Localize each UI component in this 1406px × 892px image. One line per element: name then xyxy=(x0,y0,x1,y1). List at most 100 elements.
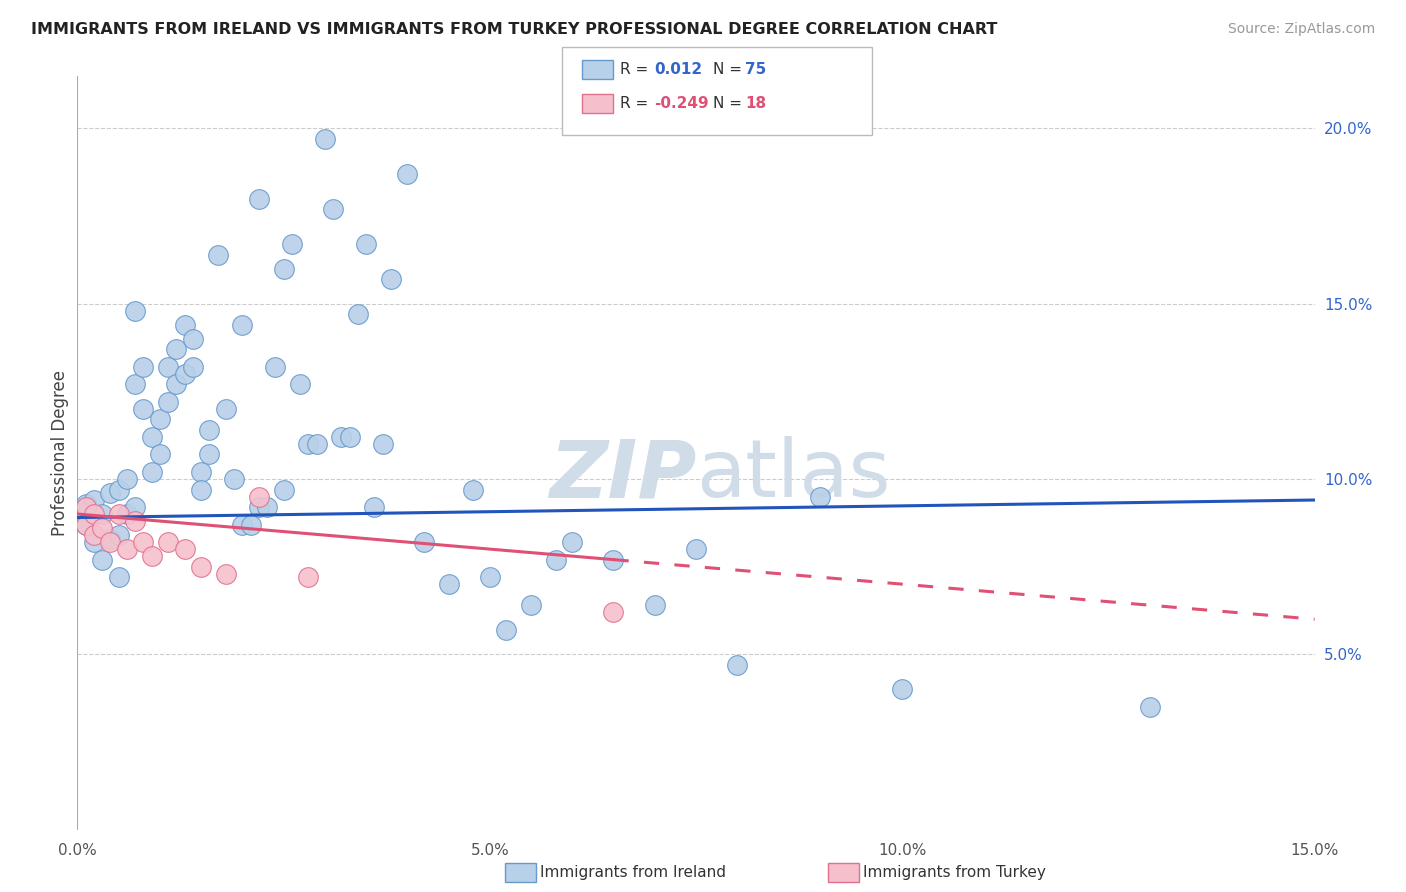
Point xyxy=(478,570,501,584)
Point xyxy=(198,423,221,437)
Point xyxy=(157,395,180,409)
Point xyxy=(297,570,319,584)
Point xyxy=(463,483,485,497)
Text: ZIP: ZIP xyxy=(548,436,696,515)
Point xyxy=(98,532,121,546)
Point xyxy=(165,343,187,357)
Point xyxy=(520,598,543,612)
Point xyxy=(83,535,105,549)
Text: 75: 75 xyxy=(745,62,766,77)
Point xyxy=(190,483,212,497)
Text: N =: N = xyxy=(713,62,747,77)
Point xyxy=(273,261,295,276)
Point xyxy=(322,202,344,216)
Point xyxy=(132,359,155,374)
Point xyxy=(215,566,238,581)
Point xyxy=(396,167,419,181)
Point xyxy=(239,517,262,532)
Point xyxy=(273,483,295,497)
Point xyxy=(215,401,238,416)
Point xyxy=(380,272,402,286)
Point xyxy=(256,500,278,514)
Point xyxy=(339,430,361,444)
Point xyxy=(371,437,394,451)
Point xyxy=(544,552,567,566)
Point xyxy=(222,472,245,486)
Point xyxy=(231,318,253,332)
Point xyxy=(231,517,253,532)
Point xyxy=(685,542,707,557)
Point xyxy=(198,447,221,461)
Point xyxy=(330,430,353,444)
Point xyxy=(141,549,163,563)
Point xyxy=(190,559,212,574)
Point xyxy=(297,437,319,451)
Point xyxy=(264,359,287,374)
Point xyxy=(173,318,195,332)
Point xyxy=(124,377,146,392)
Point xyxy=(725,657,748,672)
Point xyxy=(346,307,368,321)
Point xyxy=(1139,699,1161,714)
Point xyxy=(247,490,270,504)
Point xyxy=(363,500,385,514)
Y-axis label: Professional Degree: Professional Degree xyxy=(51,369,69,536)
Point xyxy=(91,507,114,521)
Point xyxy=(181,359,204,374)
Text: R =: R = xyxy=(620,62,654,77)
Point xyxy=(132,535,155,549)
Text: -0.249: -0.249 xyxy=(654,96,709,111)
Text: Source: ZipAtlas.com: Source: ZipAtlas.com xyxy=(1227,22,1375,37)
Point xyxy=(75,517,97,532)
Point xyxy=(83,493,105,508)
Point xyxy=(124,500,146,514)
Point xyxy=(141,465,163,479)
Text: N =: N = xyxy=(713,96,747,111)
Point xyxy=(190,465,212,479)
Point xyxy=(173,542,195,557)
Point xyxy=(107,528,129,542)
Point xyxy=(75,500,97,514)
Point xyxy=(98,486,121,500)
Point xyxy=(181,332,204,346)
Point xyxy=(314,132,336,146)
Point xyxy=(412,535,434,549)
Point xyxy=(141,430,163,444)
Point xyxy=(437,577,460,591)
Point xyxy=(83,528,105,542)
Text: Immigrants from Turkey: Immigrants from Turkey xyxy=(863,865,1046,880)
Point xyxy=(808,490,831,504)
Point xyxy=(107,483,129,497)
Point xyxy=(157,535,180,549)
Point xyxy=(132,401,155,416)
Point xyxy=(91,521,114,535)
Point xyxy=(495,623,517,637)
Text: IMMIGRANTS FROM IRELAND VS IMMIGRANTS FROM TURKEY PROFESSIONAL DEGREE CORRELATIO: IMMIGRANTS FROM IRELAND VS IMMIGRANTS FR… xyxy=(31,22,997,37)
Point xyxy=(91,552,114,566)
Point xyxy=(98,535,121,549)
Point xyxy=(207,247,229,261)
Point xyxy=(124,303,146,318)
Point xyxy=(644,598,666,612)
Text: 18: 18 xyxy=(745,96,766,111)
Point xyxy=(247,500,270,514)
Point xyxy=(561,535,583,549)
Point xyxy=(173,367,195,381)
Point xyxy=(107,507,129,521)
Point xyxy=(83,507,105,521)
Text: R =: R = xyxy=(620,96,654,111)
Text: atlas: atlas xyxy=(696,436,890,515)
Point xyxy=(602,605,624,619)
Point xyxy=(891,682,914,697)
Text: Immigrants from Ireland: Immigrants from Ireland xyxy=(540,865,725,880)
Point xyxy=(107,570,129,584)
Point xyxy=(602,552,624,566)
Point xyxy=(157,359,180,374)
Point xyxy=(288,377,311,392)
Text: 0.012: 0.012 xyxy=(654,62,702,77)
Point xyxy=(115,507,138,521)
Point xyxy=(354,237,377,252)
Point xyxy=(281,237,304,252)
Point xyxy=(124,514,146,528)
Point xyxy=(149,447,172,461)
